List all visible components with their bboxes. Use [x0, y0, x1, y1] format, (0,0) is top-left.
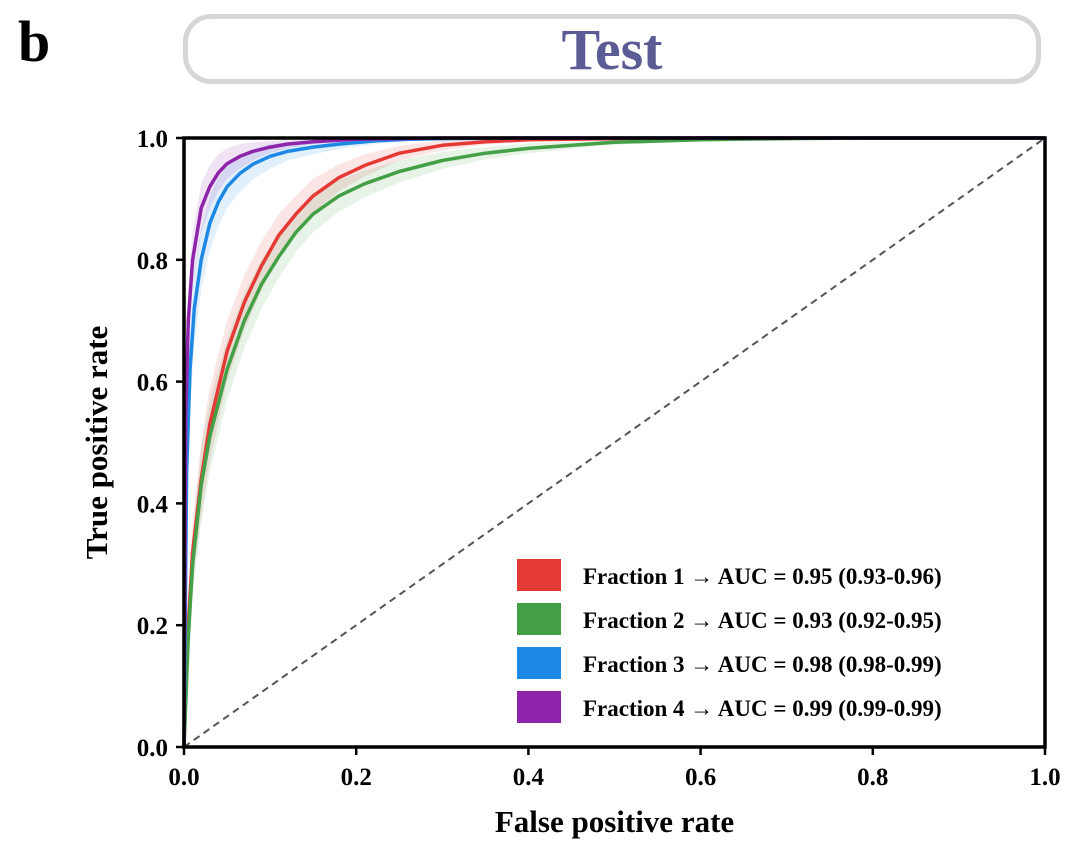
x-tick-label: 0.8 [857, 764, 888, 791]
y-tick-label: 1.0 [137, 126, 168, 153]
y-tick-label: 0.0 [137, 735, 168, 762]
x-axis-label: False positive rate [495, 804, 734, 839]
diagonal-reference-line [183, 137, 1046, 748]
plot-frame [182, 136, 1047, 749]
y-tick-label: 0.4 [137, 491, 169, 518]
y-axis-label: True positive rate [79, 326, 114, 560]
y-tick-label: 0.2 [137, 613, 168, 640]
legend-label-fraction-3: Fraction 3 → AUC = 0.98 (0.98-0.99) [583, 652, 942, 677]
x-tick-label: 0.4 [513, 764, 545, 791]
y-tick-label: 0.8 [137, 248, 168, 275]
legend-label-fraction-2: Fraction 2 → AUC = 0.93 (0.92-0.95) [583, 608, 942, 633]
legend-label-fraction-1: Fraction 1 → AUC = 0.95 (0.93-0.96) [583, 564, 942, 589]
legend: Fraction 1 → AUC = 0.95 (0.93-0.96) Fract… [517, 559, 942, 723]
roc-line-fraction-2 [182, 136, 1045, 748]
legend-swatch-fraction-2 [517, 603, 561, 635]
panel-letter: b [18, 9, 51, 74]
x-axis-ticks: 0.0 0.2 0.4 0.6 0.8 1.0 [168, 747, 1061, 791]
legend-swatch-fraction-4 [517, 691, 561, 723]
x-tick-label: 0.0 [168, 764, 199, 791]
legend-swatch-fraction-3 [517, 647, 561, 679]
chart-title: Test [561, 16, 663, 82]
x-tick-label: 0.2 [341, 764, 372, 791]
y-axis-ticks: 0.0 0.2 0.4 0.6 0.8 1.0 [137, 126, 184, 762]
x-tick-label: 0.6 [685, 764, 716, 791]
legend-swatch-fraction-1 [517, 559, 561, 591]
title-box: Test [183, 14, 1041, 84]
x-tick-label: 1.0 [1029, 764, 1060, 791]
y-tick-label: 0.6 [137, 370, 168, 397]
legend-label-fraction-4: Fraction 4 → AUC = 0.99 (0.99-0.99) [583, 696, 942, 721]
